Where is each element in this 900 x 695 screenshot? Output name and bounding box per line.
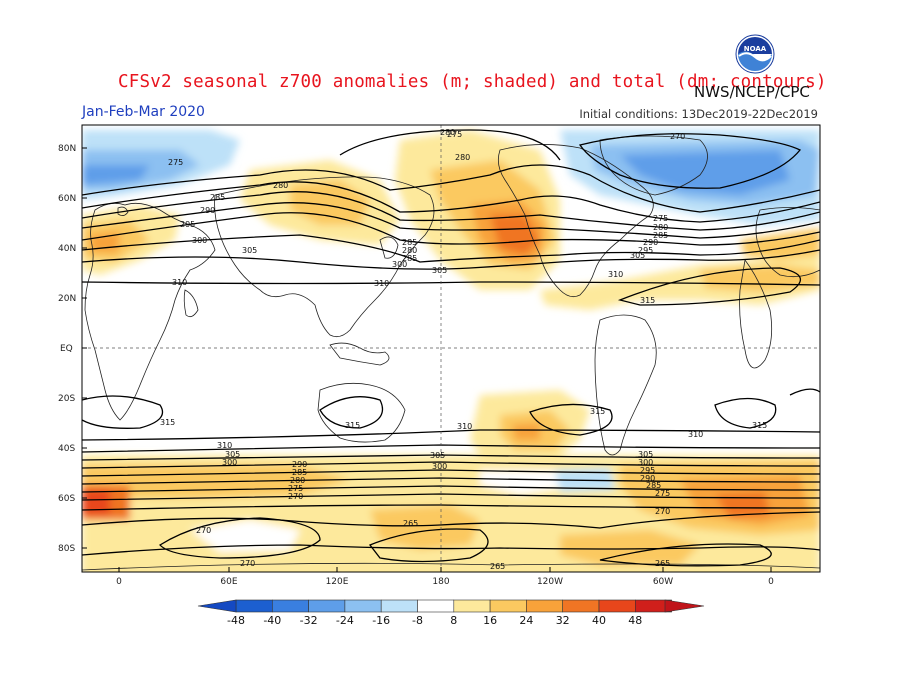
contour-label: 270 — [196, 526, 211, 535]
contour-label: 275 — [655, 489, 670, 498]
contour-label: 275 — [288, 484, 303, 493]
contour-label: 315 — [640, 296, 655, 305]
chart-title: CFSv2 seasonal z700 anomalies (m; shaded… — [118, 72, 827, 92]
contour-label: 285 — [210, 193, 225, 202]
contour-label: 310 — [608, 270, 623, 279]
lat-label: 60S — [58, 494, 75, 504]
contour-label: 315 — [752, 421, 767, 430]
contour-label: 270 — [670, 132, 685, 141]
height-contours — [82, 129, 820, 567]
contour-label: 280 — [402, 246, 417, 255]
lat-label: EQ — [60, 344, 73, 354]
contour-label: 265 — [490, 562, 505, 571]
contour-label: 285 — [646, 481, 661, 490]
contour-label: 295 — [638, 246, 653, 255]
contour-label: 285 — [292, 468, 307, 477]
contour-label: 315 — [345, 421, 360, 430]
contour-label: 265 — [655, 559, 670, 568]
contour-label: 310 — [688, 430, 703, 439]
lat-label: 60N — [58, 194, 76, 204]
contour-label: 310 — [172, 278, 187, 287]
contour-label: 280 — [440, 128, 455, 137]
contour-label: 305 — [430, 451, 445, 460]
contour-label: 290 — [643, 238, 658, 247]
contour-label: 275 — [168, 158, 183, 167]
contour-label: 290 — [292, 460, 307, 469]
contour-label: 310 — [217, 441, 232, 450]
contour-label: 280 — [290, 476, 305, 485]
contour-label: 305 — [432, 266, 447, 275]
contour-label: 275 — [447, 130, 462, 139]
contour-label: 315 — [590, 407, 605, 416]
initial-conditions: Initial conditions: 13Dec2019-22Dec2019 — [579, 107, 818, 121]
latitude-labels: 80N 60N 40N 20N EQ 20S 40S 60S 80S — [58, 144, 76, 554]
lon-label: 0 — [116, 577, 122, 587]
lon-label: 0 — [768, 577, 774, 587]
contour-label: 290 — [200, 206, 215, 215]
contour-label: 315 — [160, 418, 175, 427]
contour-label: 305 — [242, 246, 257, 255]
contour-label: 280 — [273, 181, 288, 190]
forecast-period: Jan-Feb-Mar 2020 — [82, 104, 205, 120]
lon-label: 120E — [326, 577, 349, 587]
grid-lines — [82, 125, 820, 572]
longitude-labels: 0 60E 120E 180 120W 60W 0 — [116, 577, 774, 587]
contour-label: 275 — [653, 214, 668, 223]
lat-label: 80S — [58, 544, 75, 554]
contour-label: 290 — [640, 474, 655, 483]
lat-label: 40N — [58, 244, 76, 254]
contour-labels: 280 275 280 270 275 280 285 290 295 300 … — [160, 128, 767, 571]
contour-label: 305 — [630, 251, 645, 260]
contour-label: 300 — [638, 458, 653, 467]
logo-text: NOAA — [744, 45, 767, 53]
agency-label: NWS/NCEP/CPC — [694, 83, 810, 101]
contour-label: 280 — [653, 223, 668, 232]
lat-label: 20S — [58, 394, 75, 404]
lon-label: 180 — [432, 577, 449, 587]
contour-label: 280 — [455, 153, 470, 162]
contour-label: 310 — [457, 422, 472, 431]
contour-label: 300 — [222, 458, 237, 467]
contour-label: 310 — [374, 279, 389, 288]
contour-label: 270 — [240, 559, 255, 568]
contour-label: 265 — [403, 519, 418, 528]
lat-label: 40S — [58, 444, 75, 454]
contour-label: 300 — [432, 462, 447, 471]
lat-label: 80N — [58, 144, 76, 154]
contour-label: 295 — [180, 220, 195, 229]
lat-label: 20N — [58, 294, 76, 304]
lon-label: 60E — [220, 577, 237, 587]
contour-label: 300 — [192, 236, 207, 245]
noaa-logo-icon: NOAA — [735, 34, 775, 74]
contour-label: 305 — [225, 450, 240, 459]
contour-label: 285 — [653, 231, 668, 240]
contour-label: 305 — [638, 450, 653, 459]
contour-label: 270 — [288, 492, 303, 501]
contour-label: 285 — [402, 254, 417, 263]
lon-label: 60W — [653, 577, 673, 587]
contour-label: 300 — [392, 260, 407, 269]
contour-label: 295 — [640, 466, 655, 475]
contour-label: 270 — [655, 507, 670, 516]
lon-label: 120W — [537, 577, 563, 587]
axis-ticks — [82, 147, 772, 572]
contour-label: 285 — [402, 238, 417, 247]
